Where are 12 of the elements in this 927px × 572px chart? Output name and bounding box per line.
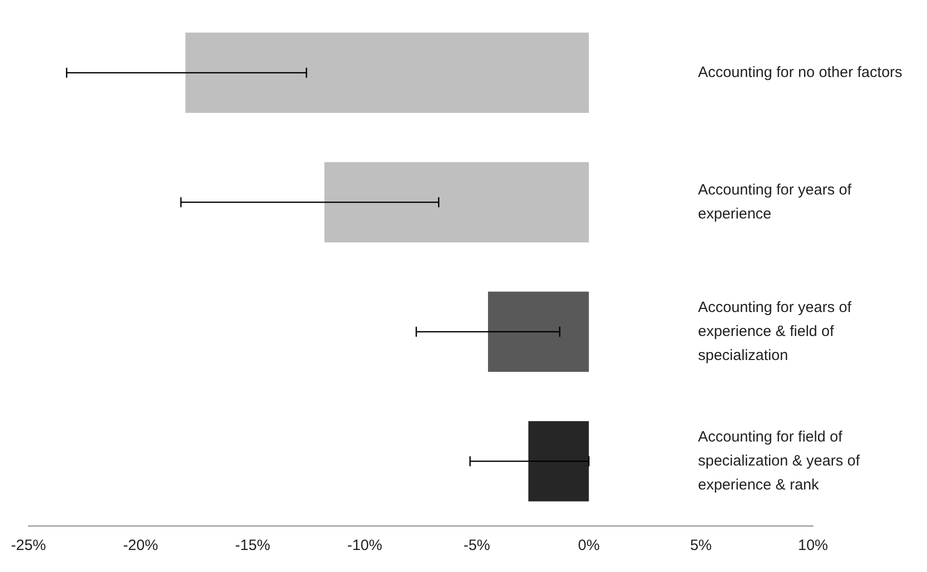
y-tick-label: Accounting for no other factors bbox=[698, 64, 902, 81]
y-tick-label: Accounting for years of experience bbox=[698, 181, 852, 222]
x-tick-label: -5% bbox=[463, 537, 490, 554]
x-tick-label: 0% bbox=[578, 537, 600, 554]
x-tick-label: -10% bbox=[347, 537, 382, 554]
y-tick-label: Accounting for field of specialization & years of experience & rank bbox=[698, 428, 861, 494]
x-tick-label: -15% bbox=[235, 537, 270, 554]
y-tick-label: Accounting for years of experience & field of specialization bbox=[698, 298, 852, 364]
x-tick-label: -25% bbox=[10, 537, 46, 554]
x-tick-label: 5% bbox=[690, 537, 712, 554]
x-tick-label: 10% bbox=[798, 537, 828, 554]
x-tick-label: -20% bbox=[123, 537, 158, 554]
